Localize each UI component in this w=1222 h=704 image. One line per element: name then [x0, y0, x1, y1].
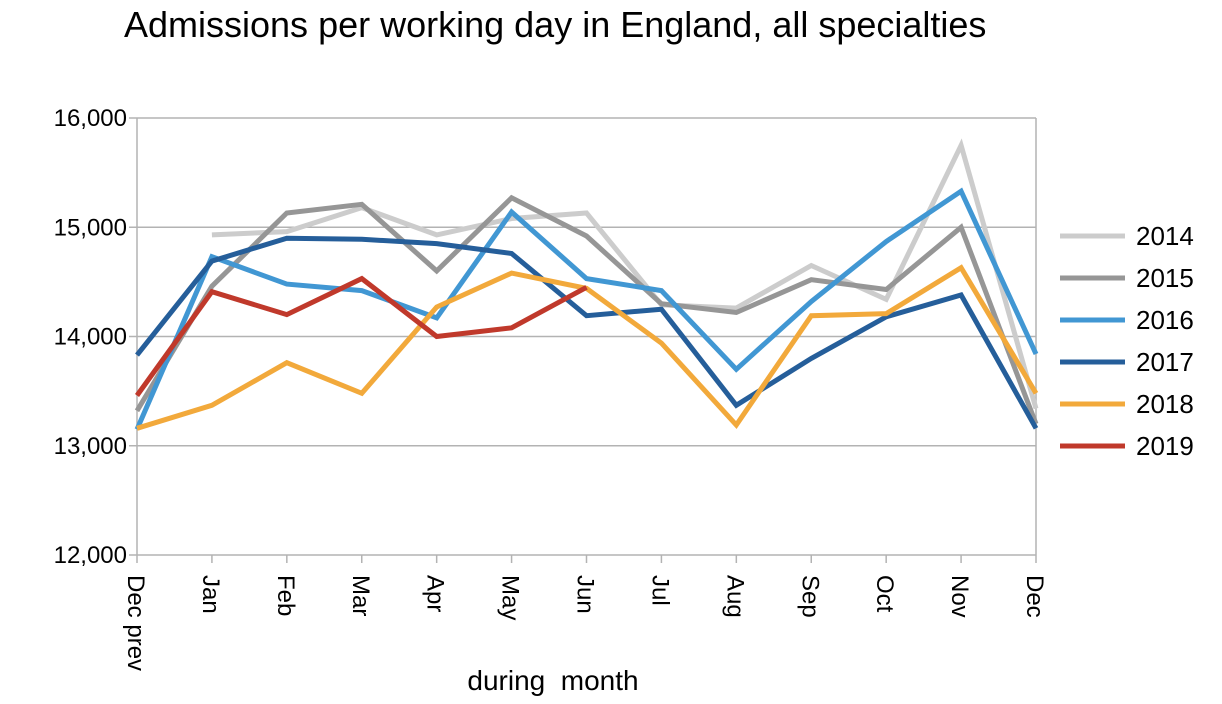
legend-label-2016: 2016	[1136, 305, 1194, 335]
x-axis-title: during month	[467, 665, 638, 696]
series-line-2018	[136, 264, 1039, 431]
y-tick-label: 16,000	[54, 105, 127, 132]
x-tick-label: Feb	[272, 575, 299, 616]
y-axis-tick-labels: 12,000 13,000 14,000 15,000 16,000	[54, 105, 127, 569]
x-tick-label: Sep	[796, 575, 823, 618]
x-tick-label: May	[497, 575, 524, 620]
y-tick-label: 12,000	[54, 542, 127, 569]
x-axis-tick-labels: Dec prev Jan Feb Mar Apr May Jun Jul Aug Sep Oct No…	[122, 575, 1048, 671]
x-tick-label: Dec prev	[122, 575, 149, 671]
legend-label-2015: 2015	[1136, 263, 1194, 293]
x-tick-label: Nov	[946, 575, 973, 618]
axes	[129, 117, 1037, 563]
legend-label-2017: 2017	[1136, 347, 1194, 377]
x-tick-label: Aug	[721, 575, 748, 618]
x-tick-label: Mar	[347, 575, 374, 616]
series-line-2014	[211, 138, 1039, 410]
legend-label-2019: 2019	[1136, 431, 1194, 461]
legend-label-2014: 2014	[1136, 221, 1194, 251]
x-tick-label: Jan	[197, 575, 224, 614]
x-tick-label: Dec	[1021, 575, 1048, 618]
x-tick-label: Jul	[646, 575, 673, 606]
series-line-2016	[134, 187, 1039, 431]
gridlines	[137, 117, 1036, 447]
y-tick-label: 15,000	[54, 214, 127, 241]
x-tick-label: Apr	[422, 575, 449, 612]
series-line-2017	[135, 235, 1039, 430]
series-line-2015	[134, 194, 1039, 425]
chart-title: Admissions per working day in England, a…	[124, 4, 986, 45]
series-line-2019	[134, 275, 588, 397]
legend: 2014 2015 2016 2017 2018 2019	[1060, 221, 1194, 461]
series-lines	[134, 138, 1039, 431]
y-tick-label: 13,000	[54, 433, 127, 460]
x-tick-label: Jun	[572, 575, 599, 614]
x-tick-label: Oct	[871, 575, 898, 613]
legend-label-2018: 2018	[1136, 389, 1194, 419]
y-tick-label: 14,000	[54, 324, 127, 351]
